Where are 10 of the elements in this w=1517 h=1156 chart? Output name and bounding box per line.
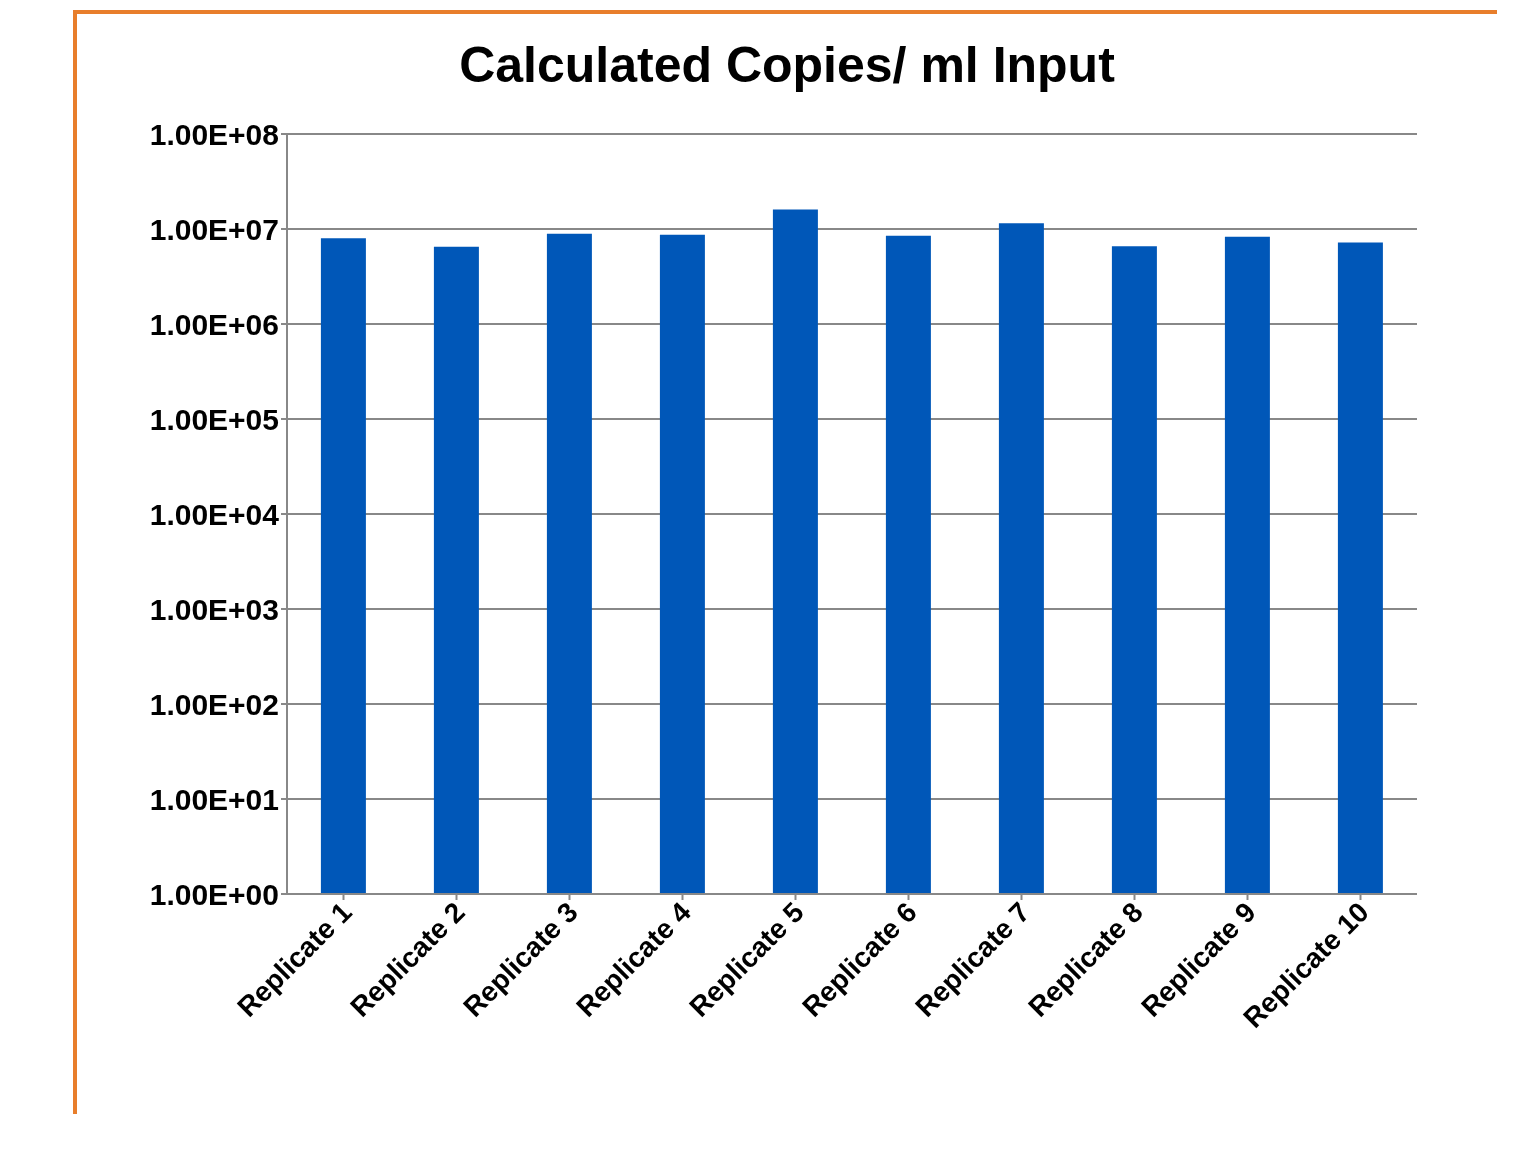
y-tick-label: 1.00E+00 — [149, 877, 279, 911]
y-tick-label: 1.00E+07 — [149, 212, 279, 246]
y-tick-label: 1.00E+03 — [149, 592, 279, 626]
y-tick-label: 1.00E+06 — [149, 307, 279, 341]
y-tick-label: 1.00E+04 — [149, 497, 280, 531]
y-tick-label: 1.00E+05 — [149, 402, 279, 436]
chart-title: Calculated Copies/ ml Input — [458, 36, 1116, 94]
y-tick-label: 1.00E+02 — [149, 687, 279, 721]
y-tick-label: 1.00E+01 — [149, 782, 279, 816]
y-tick-label: 1.00E+08 — [149, 117, 279, 151]
